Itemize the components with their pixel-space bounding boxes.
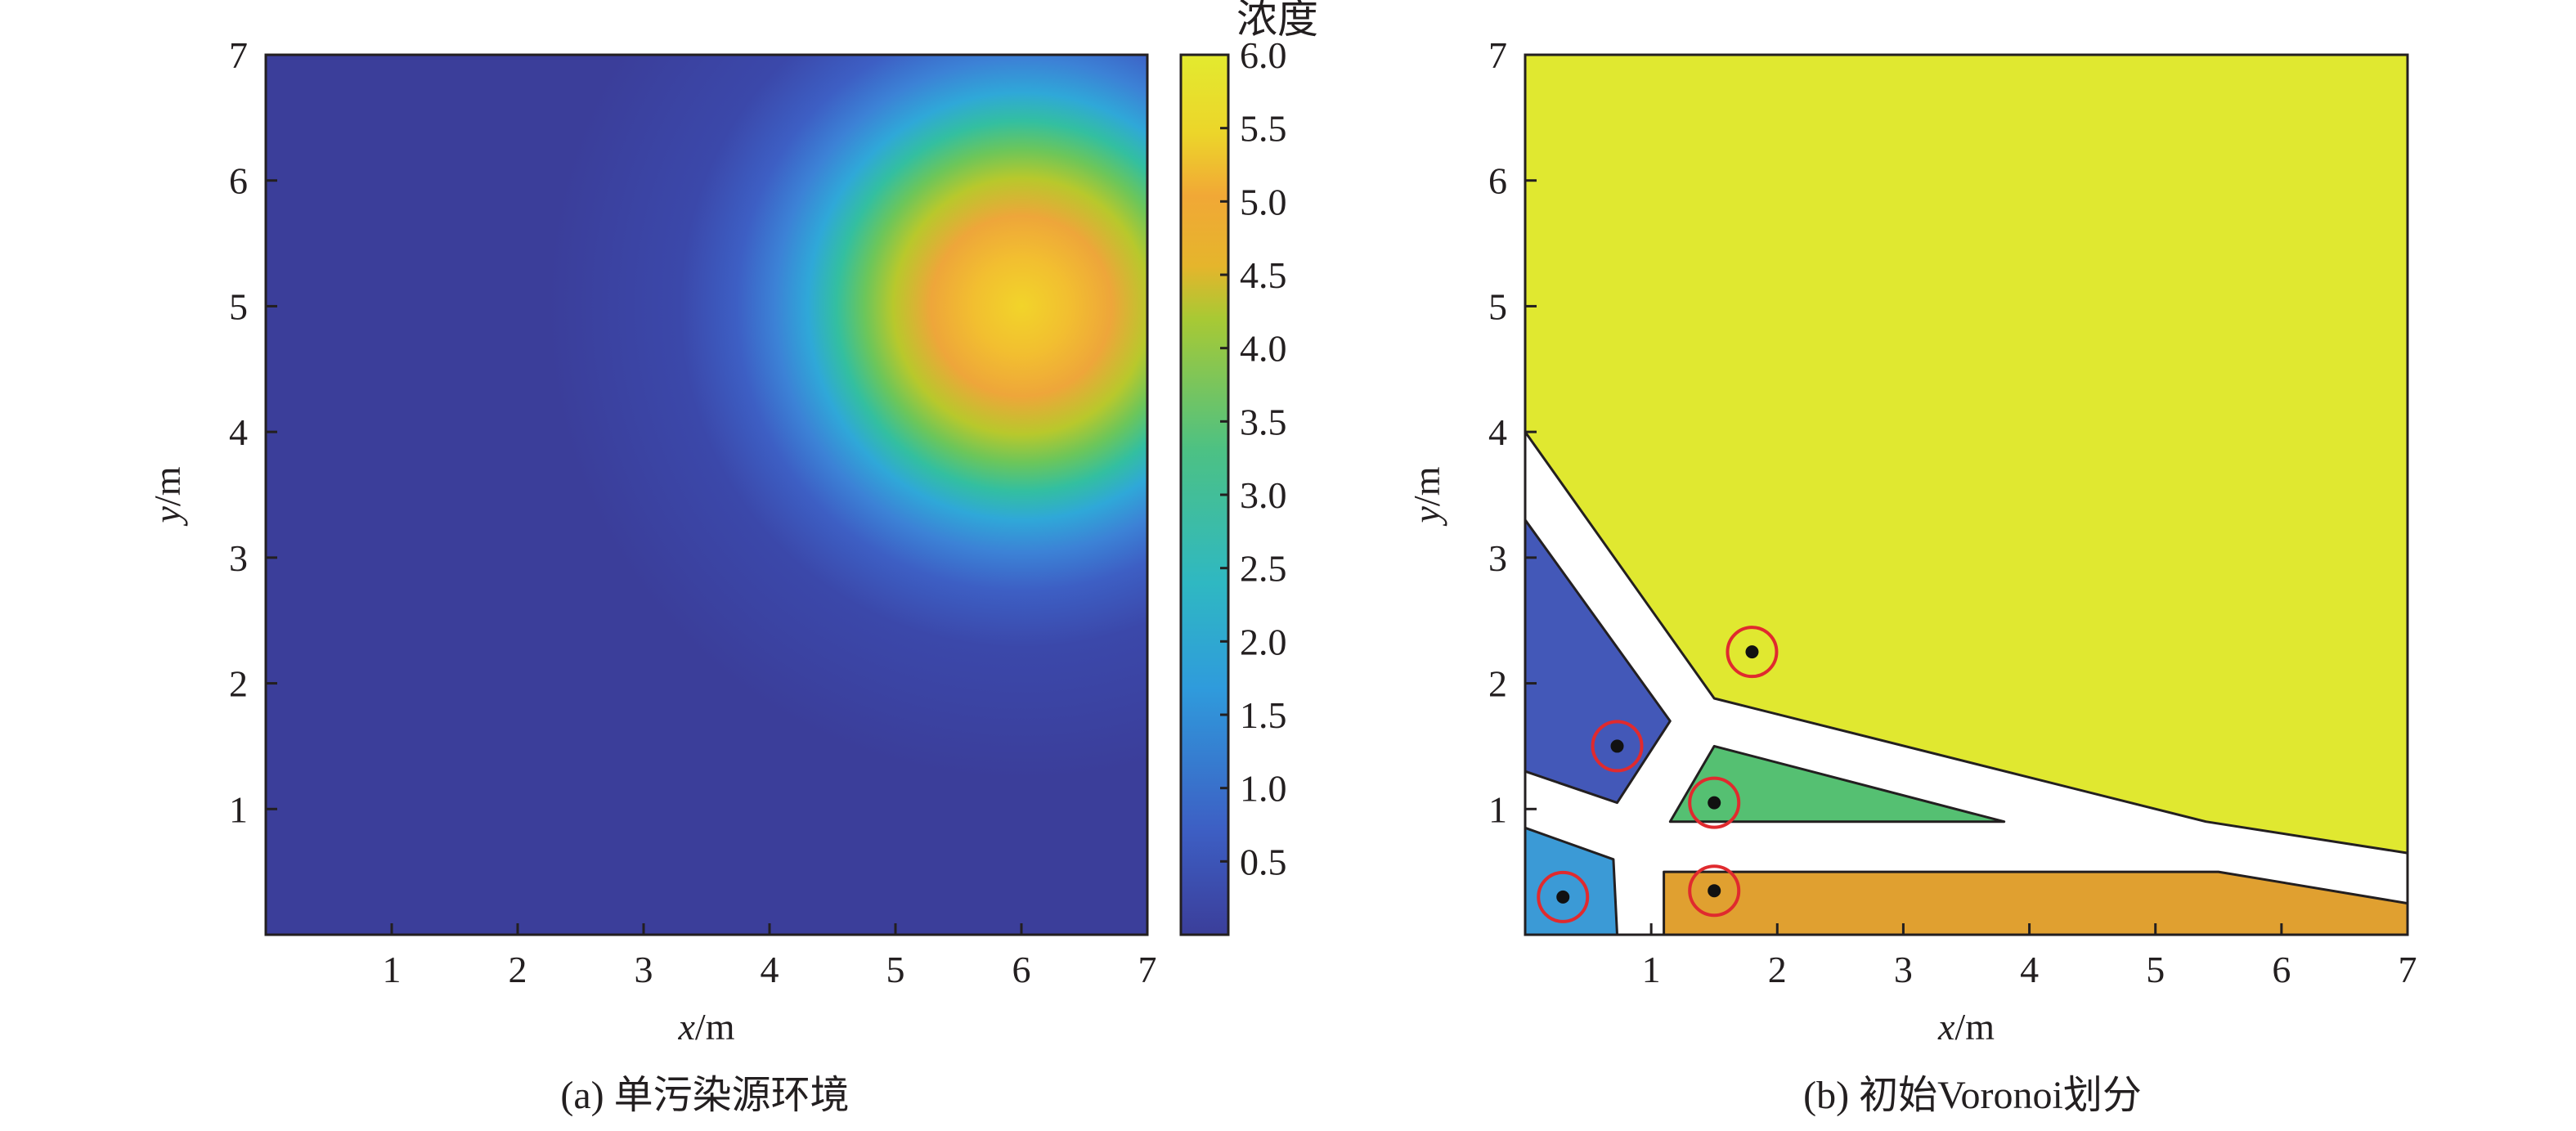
agent-sensing-ring (1688, 776, 1741, 829)
x-tick-label: 2 (1768, 949, 1787, 990)
x-tick-label: 2 (509, 949, 527, 990)
agents (1537, 626, 1779, 923)
agent-sensing-ring (1688, 864, 1741, 918)
y-tick-label: 6 (229, 160, 248, 202)
x-tick-label: 4 (2020, 949, 2039, 990)
x-axis-ticks-b: 1 2 3 4 5 6 7 (1642, 923, 2417, 990)
colorbar-tick-label: 3.5 (1240, 401, 1287, 442)
colorbar-tick-label: 5.0 (1240, 181, 1287, 222)
colorbar-tick-label: 6.0 (1240, 34, 1287, 76)
y-tick-label: 7 (229, 34, 248, 76)
x-axis-ticks-a: 1 2 3 4 5 6 7 (383, 923, 1157, 990)
x-tick-label: 6 (2272, 949, 2291, 990)
pollution-source-plume (266, 55, 1147, 935)
y-tick-label: 7 (1488, 34, 1507, 76)
x-axis-label-b: x/m (1937, 1006, 1995, 1048)
plot-frame-b (1524, 53, 2409, 936)
agent-point (1708, 796, 1721, 810)
colorbar-tick-label: 2.0 (1240, 621, 1287, 662)
y-tick-label: 4 (229, 411, 248, 453)
panel-b-voronoi: 1 2 3 4 5 6 7 1 2 3 4 5 6 7 x/m y/m (b) 初始Voronoi划分 (1406, 34, 2417, 1117)
y-tick-label: 5 (1488, 285, 1507, 327)
y-tick-label: 4 (1488, 411, 1507, 453)
y-axis-ticks-a: 1 2 3 4 5 6 7 (229, 34, 277, 830)
agent-point (1610, 739, 1624, 753)
colorbar-tick-label: 0.5 (1240, 841, 1287, 882)
y-axis-label-b: y/m (1406, 466, 1447, 526)
y-tick-label: 2 (1488, 663, 1507, 705)
colorbar-tick-label: 3.0 (1240, 474, 1287, 516)
x-tick-label: 7 (2399, 949, 2417, 990)
voronoi-cell-3 (1668, 744, 2006, 824)
agent-point (1745, 645, 1759, 659)
colorbar-tick-label: 4.0 (1240, 328, 1287, 370)
x-tick-label: 6 (1012, 949, 1031, 990)
plot-frame-a (264, 53, 1149, 936)
panel-a-heatmap: 1 2 3 4 5 6 7 1 2 3 4 5 6 7 x/m y/m (a) 单污染源环境 (146, 34, 1157, 1117)
colorbar-tick-label: 4.5 (1240, 254, 1287, 296)
colorbar-ticks: 0.5 1.0 1.5 2.0 2.5 3.0 3.5 4.0 4.5 5.0 5.5 6.0 (1220, 34, 1287, 882)
y-axis-ticks-b: 1 2 3 4 5 6 7 (1488, 34, 1537, 830)
colorbar: 0.5 1.0 1.5 2.0 2.5 3.0 3.5 4.0 4.5 5.0 5.5 6.0 浓度 (1179, 0, 1318, 936)
x-tick-label: 5 (886, 949, 905, 990)
x-tick-label: 1 (383, 949, 402, 990)
agent-sensing-ring (1726, 626, 1779, 679)
y-tick-label: 6 (1488, 160, 1507, 202)
y-tick-label: 2 (229, 663, 248, 705)
colorbar-tick-label: 5.5 (1240, 108, 1287, 150)
y-tick-label: 5 (229, 285, 248, 327)
colorbar-tick-label: 2.5 (1240, 548, 1287, 590)
x-axis-label-a: x/m (678, 1006, 735, 1048)
y-axis-label-a: y/m (146, 466, 188, 526)
colorbar-tick-label: 1.0 (1240, 768, 1287, 810)
x-tick-label: 3 (635, 949, 653, 990)
x-tick-label: 7 (1138, 949, 1157, 990)
x-tick-label: 1 (1642, 949, 1661, 990)
y-tick-label: 3 (229, 537, 248, 579)
x-tick-label: 4 (761, 949, 779, 990)
caption-b: (b) 初始Voronoi划分 (1803, 1074, 2142, 1117)
y-tick-label: 1 (1488, 788, 1507, 830)
x-tick-label: 3 (1894, 949, 1913, 990)
agent-sensing-ring (1591, 720, 1644, 773)
y-tick-label: 3 (1488, 537, 1507, 579)
y-tick-label: 1 (229, 788, 248, 830)
colorbar-tick-label: 1.5 (1240, 694, 1287, 736)
agent-point (1556, 890, 1570, 904)
agent-sensing-ring (1537, 870, 1590, 923)
colorbar-title: 浓度 (1236, 0, 1318, 42)
x-tick-label: 5 (2146, 949, 2165, 990)
agent-point (1708, 884, 1721, 898)
caption-a: (a) 单污染源环境 (560, 1074, 849, 1117)
